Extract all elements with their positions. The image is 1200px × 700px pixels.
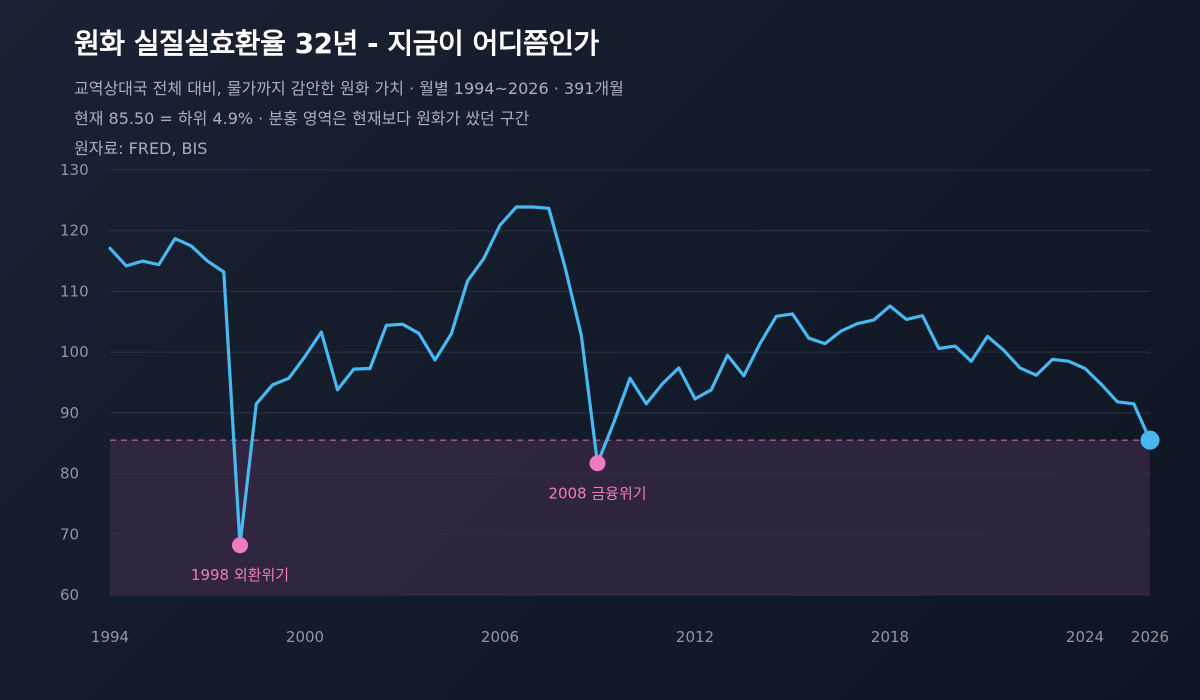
chart-subtitle-line1: 교역상대국 전체 대비, 물가까지 감안한 원화 가치 · 월별 1994~20…: [74, 79, 624, 98]
series-line-0: [108, 205, 1152, 547]
y-tick-label: 100: [60, 343, 89, 361]
x-tick-label: 2012: [676, 628, 714, 646]
y-tick-label: 70: [60, 525, 79, 543]
y-tick-label: 110: [60, 282, 89, 300]
y-tick-label: 60: [60, 586, 79, 604]
y-axis-ticks: 60 70 80 90 100 110 120 130: [60, 161, 89, 604]
annotation-marker: [589, 455, 606, 472]
y-tick-label: 80: [60, 465, 79, 483]
x-tick-label: 2006: [481, 628, 519, 646]
x-tick-label: 2026: [1131, 628, 1169, 646]
x-tick-label: 2024: [1066, 628, 1104, 646]
annotation-label: 2008 금융위기: [548, 484, 646, 502]
series-layer: [108, 205, 1152, 547]
y-tick-label: 120: [60, 222, 89, 240]
x-tick-label: 2018: [871, 628, 909, 646]
chart-subtitle-line2: 현재 85.50 = 하위 4.9% · 분홍 영역은 현재보다 원화가 쌌던 …: [74, 109, 530, 128]
shaded-region: [110, 439, 1150, 595]
current-point-marker: [1140, 430, 1160, 450]
annotation-label: 1998 외환위기: [191, 566, 289, 584]
chart-source: 원자료: FRED, BIS: [74, 139, 208, 158]
below-current-band: [110, 440, 1150, 595]
y-tick-label: 90: [60, 404, 79, 422]
y-tick-label: 130: [60, 161, 89, 179]
annotations: 1998 외환위기 2008 금융위기: [191, 430, 1160, 584]
chart-title: 원화 실질실효환율 32년 - 지금이 어디쯤인가: [74, 27, 599, 60]
x-tick-label: 1994: [91, 628, 129, 646]
x-tick-label: 2000: [286, 628, 324, 646]
annotation-marker: [232, 537, 248, 554]
x-axis-ticks: 1994 2000 2006 2012 2018 2024 2026: [91, 628, 1169, 646]
